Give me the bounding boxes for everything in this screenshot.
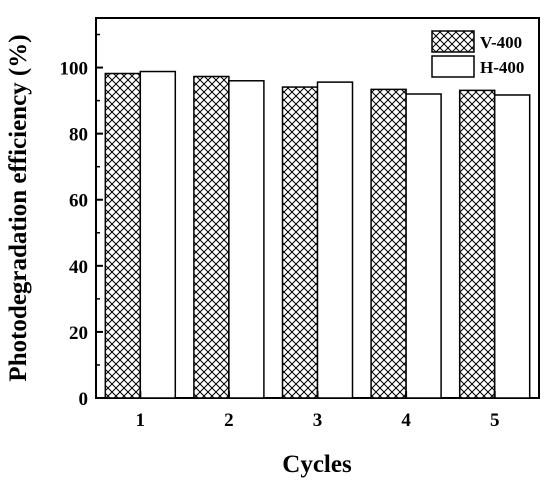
legend-label-h-400: H-400: [480, 58, 524, 77]
legend-swatch-v-400: [431, 30, 475, 53]
legend: V-400 H-400: [431, 30, 524, 78]
x-tick-label: 2: [224, 410, 234, 431]
y-tick-label: 20: [69, 323, 88, 344]
bar-v-400-cycle-1: [104, 72, 142, 399]
bar-h-400-cycle-5: [493, 94, 531, 399]
bar-v-400-cycle-5: [458, 89, 496, 399]
bar-v-400-cycle-2: [193, 75, 230, 399]
x-tick-label: 3: [313, 410, 323, 431]
x-axis-title: Cycles: [282, 451, 352, 478]
bar-h-400-cycle-2: [228, 80, 265, 399]
y-tick-label: 100: [60, 59, 89, 80]
y-tick-label: 60: [69, 191, 88, 212]
bar-h-400-cycle-4: [405, 93, 442, 399]
x-tick-label: 1: [136, 410, 146, 431]
legend-swatch-h-400: [431, 55, 475, 78]
y-axis: 0 20 40 60 80 100: [60, 33, 103, 410]
x-tick-label: 5: [490, 410, 500, 431]
y-tick-label: 0: [79, 389, 89, 410]
y-tick-label: 80: [69, 125, 88, 146]
bar-v-400-cycle-4: [370, 88, 407, 399]
bar-v-400-cycle-3: [281, 86, 319, 399]
x-axis: 1 2 3 4 5: [136, 391, 500, 431]
y-axis-title: Photodegradation efficiency (%): [5, 34, 32, 381]
bar-h-400-cycle-3: [316, 81, 354, 399]
legend-label-v-400: V-400: [480, 33, 522, 52]
x-tick-label: 4: [401, 410, 411, 431]
bars-group: [104, 70, 531, 399]
bar-h-400-cycle-1: [139, 70, 177, 399]
y-tick-label: 40: [69, 257, 88, 278]
